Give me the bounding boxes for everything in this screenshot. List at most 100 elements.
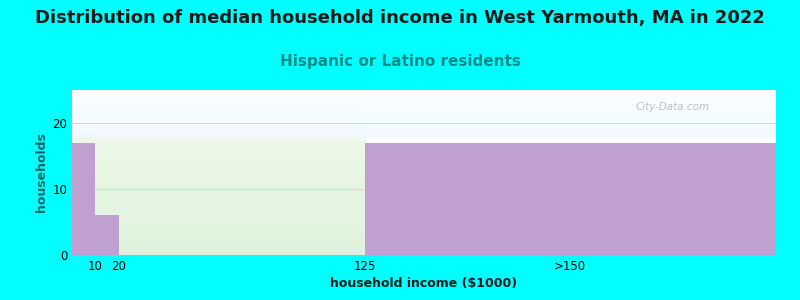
Bar [72,177,366,178]
Bar [72,181,366,182]
Bar [72,122,366,123]
Bar [72,138,366,139]
Bar [72,166,366,167]
Bar [72,205,366,206]
Bar [72,112,366,113]
Bar [72,246,366,247]
Bar [72,184,366,185]
Bar [72,229,366,230]
Bar [72,192,366,193]
Bar [72,179,366,180]
Bar [72,191,366,192]
Bar [72,136,366,137]
Bar [72,219,366,220]
Bar [72,164,366,165]
Bar [72,134,366,135]
Bar [72,236,366,237]
Bar [72,234,366,235]
Bar [72,120,366,121]
Bar [72,151,366,152]
Bar [72,240,366,241]
Bar [72,226,366,227]
Bar [72,106,366,107]
Bar [72,110,366,111]
Bar [72,127,366,128]
Bar [72,216,366,217]
Bar [72,121,366,122]
Bar [72,178,366,179]
Bar [72,111,366,112]
Bar [72,237,366,238]
Bar [72,142,366,143]
Bar [72,125,366,126]
Bar [95,215,119,255]
Bar [72,189,366,190]
Bar [72,117,366,118]
Bar [72,129,366,130]
Bar [72,186,366,187]
Bar [72,196,366,197]
Bar [72,139,366,140]
Bar [72,124,366,125]
Bar [72,203,366,204]
Bar [72,211,366,212]
Text: Hispanic or Latino residents: Hispanic or Latino residents [279,54,521,69]
Bar [72,201,366,202]
Text: City-Data.com: City-Data.com [635,101,710,112]
Bar [72,242,366,243]
Bar [72,250,366,251]
Bar [72,141,366,142]
Bar [72,94,366,95]
Bar [72,227,366,228]
Bar [72,238,366,239]
Bar [72,133,366,134]
Bar [72,143,366,144]
Bar [72,147,366,148]
Bar [72,128,366,129]
Bar [72,213,366,214]
Bar [72,116,366,117]
Bar [72,235,366,236]
Bar [72,167,366,168]
Bar [72,180,366,181]
Bar [72,220,366,221]
Bar [72,221,366,222]
Bar [72,223,366,224]
Bar [72,132,366,133]
Bar [72,243,366,244]
Bar [72,160,366,161]
Bar [72,183,366,184]
Bar [72,115,366,116]
Bar [72,150,366,151]
Bar [366,143,776,255]
Bar [72,233,366,234]
Bar [72,95,366,96]
Bar [72,162,366,163]
Bar [72,230,366,231]
Bar [72,214,366,215]
Y-axis label: households: households [35,133,48,212]
Bar [72,247,366,248]
Bar [72,165,366,166]
Bar [72,140,366,141]
Bar [72,217,366,218]
Bar [72,113,366,114]
Bar [72,104,366,105]
Bar [72,156,366,157]
Bar [72,123,366,124]
Bar [72,215,366,216]
Bar [72,101,366,102]
Bar [72,187,366,188]
Bar [72,153,366,154]
Bar [72,131,366,132]
Bar [72,174,366,175]
Bar [72,176,366,177]
Bar [72,252,366,253]
Bar [72,119,366,120]
Bar [72,207,366,208]
Bar [72,231,366,232]
Bar [72,244,366,245]
Bar [72,148,366,149]
Bar [72,99,366,100]
Bar [72,161,366,162]
